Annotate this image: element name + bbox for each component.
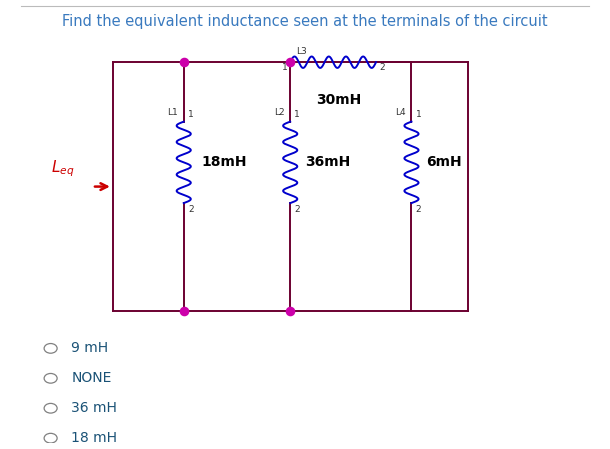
Text: 6mH: 6mH <box>426 155 462 169</box>
Text: 18mH: 18mH <box>201 155 247 169</box>
Text: 36mH: 36mH <box>305 155 350 169</box>
Text: 18 mH: 18 mH <box>71 431 117 445</box>
Text: 9 mH: 9 mH <box>71 341 109 355</box>
Text: 2: 2 <box>295 205 300 214</box>
Text: $\mathit{L}_{eq}$: $\mathit{L}_{eq}$ <box>51 158 74 179</box>
Text: 30mH: 30mH <box>317 93 362 107</box>
Text: L1: L1 <box>167 108 178 117</box>
Text: 1: 1 <box>415 110 422 119</box>
Text: Find the equivalent inductance seen at the terminals of the circuit: Find the equivalent inductance seen at t… <box>62 14 548 29</box>
Text: 1: 1 <box>281 63 287 72</box>
Text: 2: 2 <box>188 205 193 214</box>
Text: 1: 1 <box>295 110 300 119</box>
Text: 2: 2 <box>379 63 384 72</box>
Text: 1: 1 <box>188 110 193 119</box>
Point <box>179 59 188 66</box>
Point <box>179 308 188 315</box>
Text: NONE: NONE <box>71 371 112 385</box>
Point <box>285 59 295 66</box>
Text: 2: 2 <box>415 205 422 214</box>
Text: L3: L3 <box>296 47 307 56</box>
Text: 36 mH: 36 mH <box>71 401 117 415</box>
Text: L2: L2 <box>274 108 284 117</box>
Point <box>285 308 295 315</box>
Text: L4: L4 <box>395 108 406 117</box>
